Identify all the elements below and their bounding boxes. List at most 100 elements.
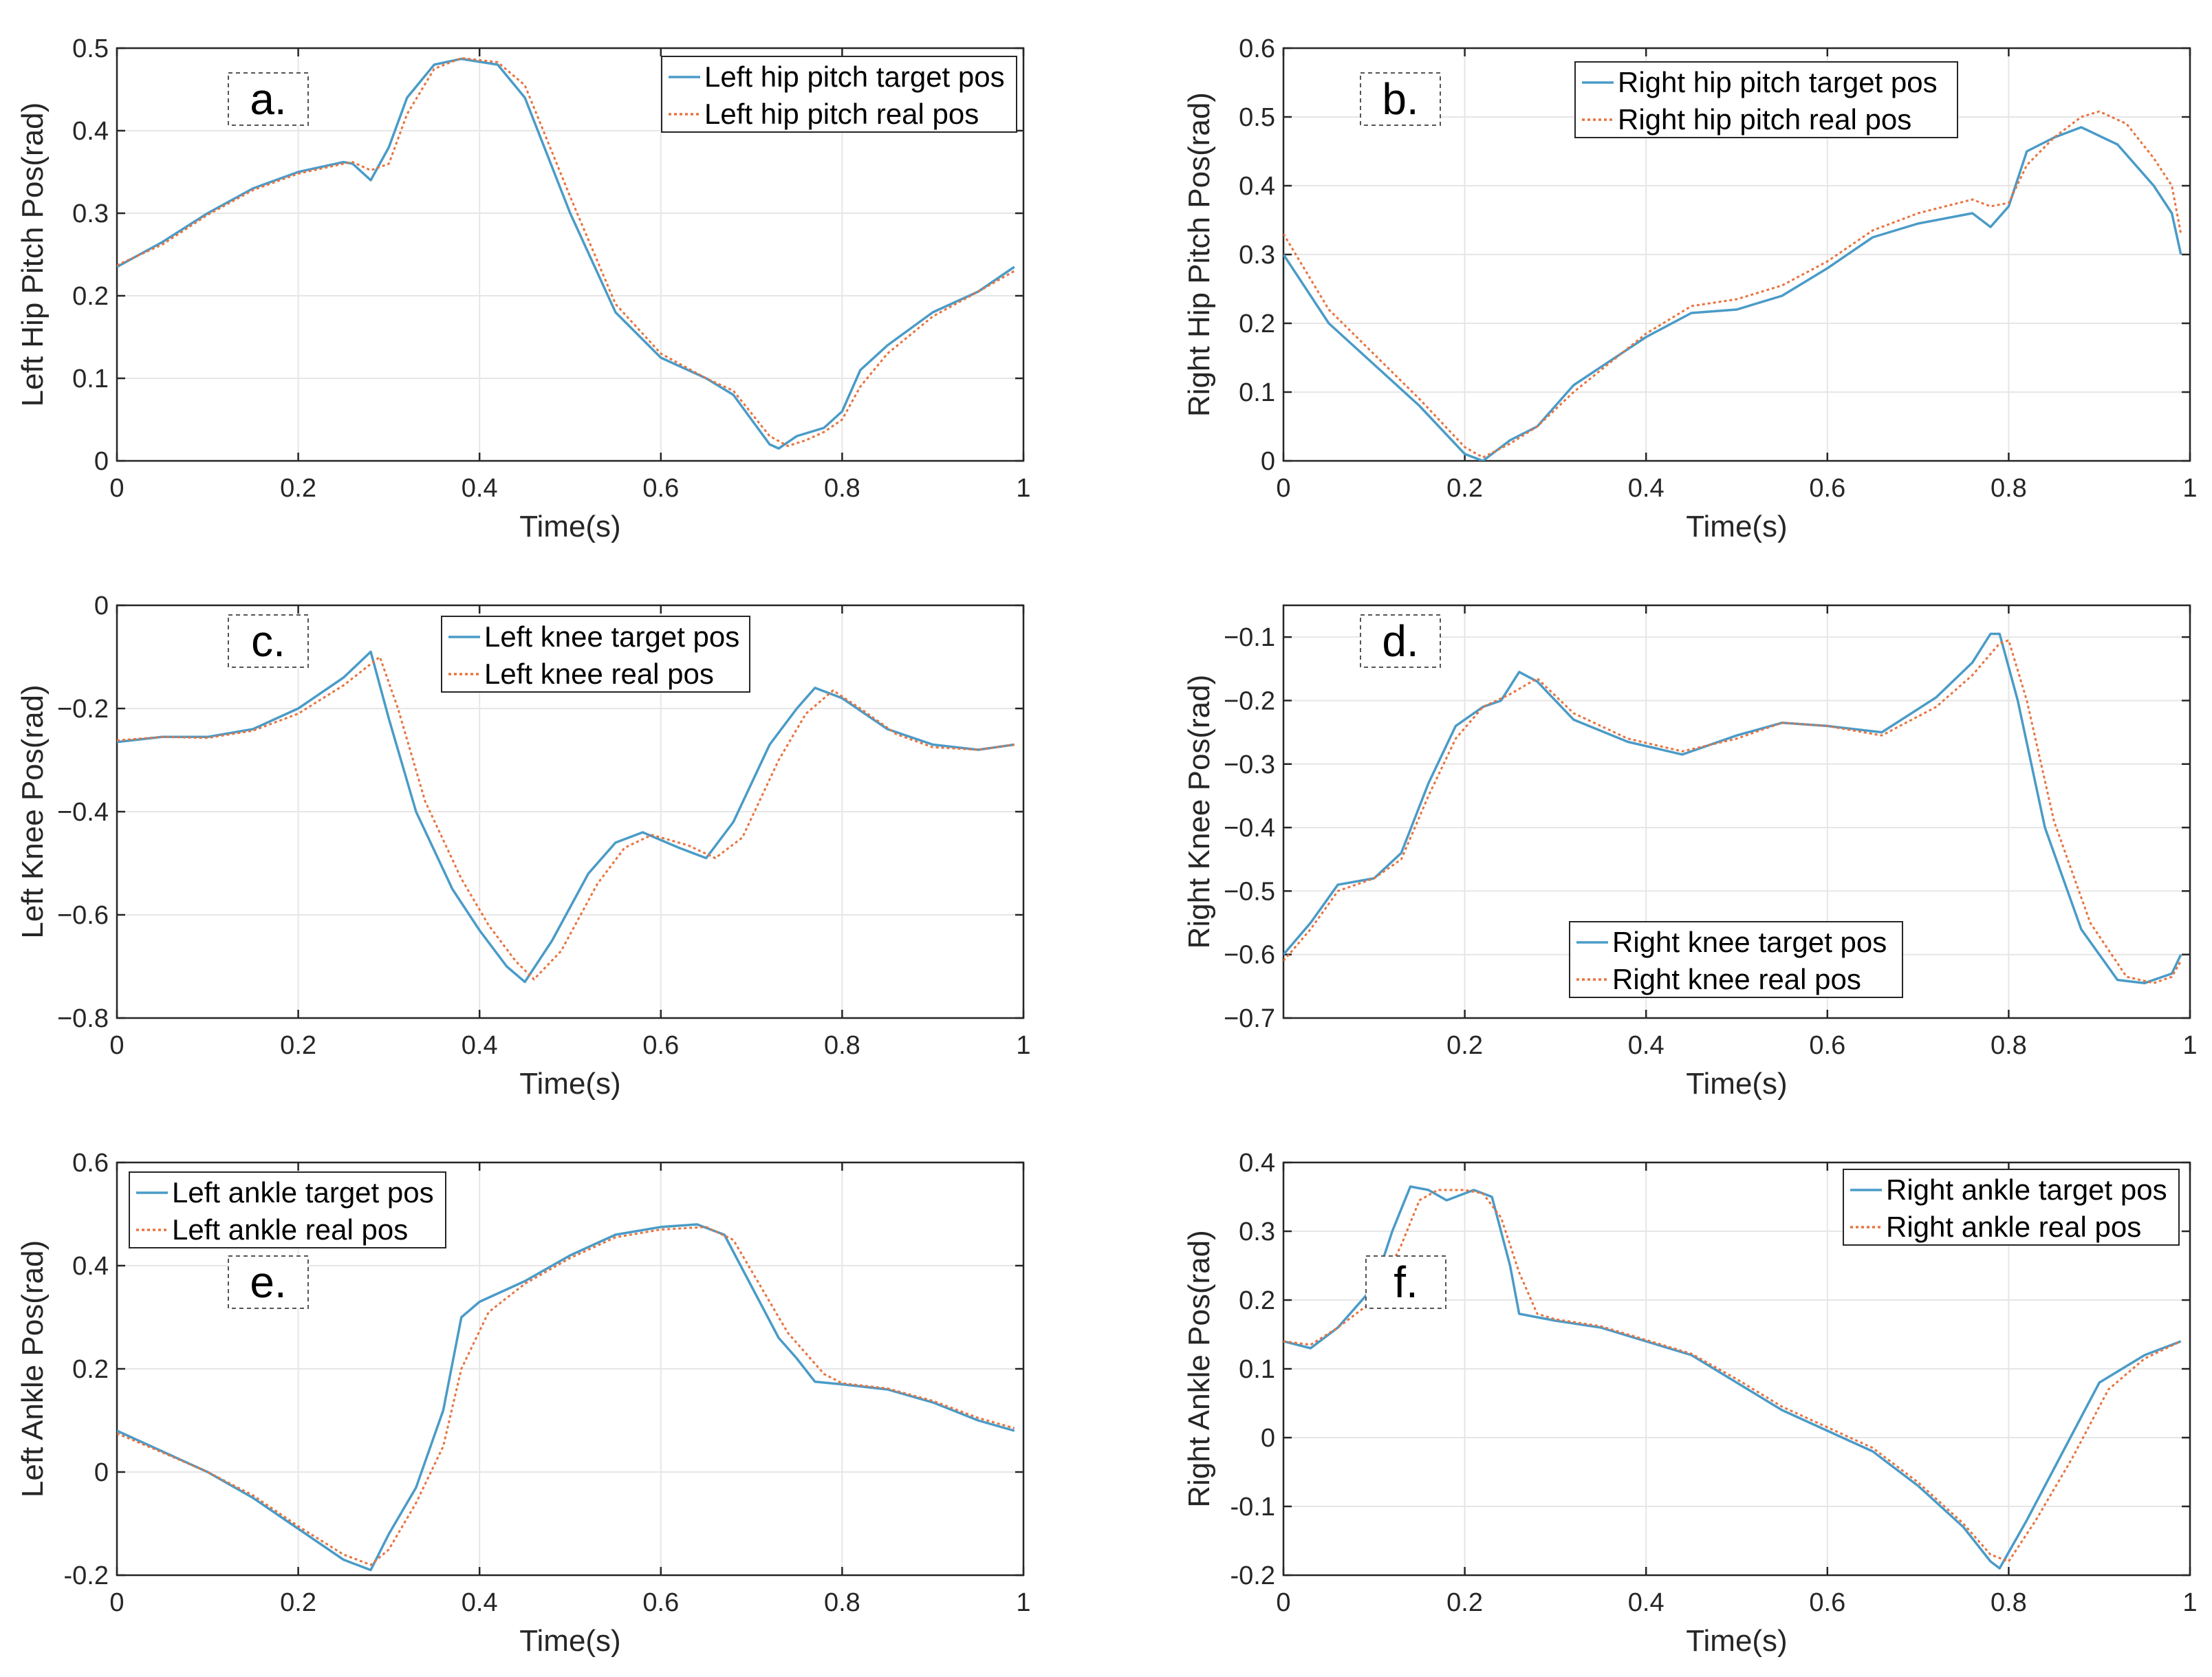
legend-entry-label: Left knee real pos — [484, 658, 714, 690]
legend: Right ankle target pos Right ankle real p… — [1843, 1169, 2180, 1246]
panel-a: 0 0.2 0.4 0.6 0.8 1 0 0.1 0.2 0.3 0.4 0.5 Time(s) Lef… — [16, 34, 1031, 543]
y-axis-label: Right Hip Pitch Pos(rad) — [1182, 92, 1216, 417]
x-tick-label: 1 — [2182, 1588, 2197, 1617]
legend-box — [661, 56, 1017, 133]
y-tick-label: 0.5 — [1239, 103, 1275, 132]
x-tick-label: 0.8 — [1991, 1031, 2027, 1060]
y-tick-label: 0.6 — [1239, 34, 1275, 63]
x-tick-label: 0.2 — [1446, 1031, 1483, 1060]
x-tick-label: 0.4 — [1628, 474, 1665, 503]
legend-box — [1843, 1169, 2180, 1246]
panel-tag-box — [1360, 72, 1441, 126]
x-tick-label: 0.2 — [280, 474, 316, 503]
x-tick-label: 0.6 — [642, 1031, 679, 1060]
axes-box — [116, 47, 1025, 462]
y-tick-label: −0.2 — [1224, 686, 1275, 715]
y-tick-label: 0.4 — [72, 117, 109, 146]
target-series-line — [1283, 1185, 2182, 1570]
y-tick-label: 0.3 — [72, 199, 109, 228]
y-tick-label: -0.2 — [64, 1561, 109, 1590]
panel-tag: e. — [228, 1255, 309, 1309]
x-tick-label: 1 — [1016, 1031, 1030, 1060]
x-axis-label: Time(s) — [519, 510, 620, 543]
panel-tag-label: c. — [251, 616, 285, 666]
y-tick-label: −0.2 — [57, 695, 109, 724]
legend-entry-label: Left hip pitch real pos — [704, 98, 979, 130]
target-series-line — [117, 650, 1015, 984]
x-tick-label: 0.4 — [462, 474, 498, 503]
x-tick-label: 0.8 — [824, 1588, 860, 1617]
y-tick-label: 0.4 — [72, 1252, 109, 1281]
x-tick-label: 0.4 — [1628, 1588, 1665, 1617]
y-tick-label: 0.5 — [72, 34, 109, 63]
y-tick-label: 0.4 — [1239, 172, 1275, 201]
y-tick-label: −0.4 — [1224, 814, 1275, 843]
target-series-line — [1283, 632, 2182, 984]
legend-entry-label: Left hip pitch target pos — [704, 61, 1005, 93]
panel-tag-label: e. — [250, 1257, 286, 1307]
y-tick-label: 0.2 — [72, 1355, 109, 1384]
y-tick-label: −0.5 — [1224, 877, 1275, 906]
y-tick-label: 0.2 — [1239, 1286, 1275, 1315]
panel-tag: d. — [1360, 614, 1441, 668]
panel-tag-label: f. — [1394, 1257, 1418, 1307]
x-tick-label: 0.6 — [642, 474, 679, 503]
legend-entry-label: Right hip pitch target pos — [1618, 66, 1938, 98]
y-tick-label: 0.1 — [72, 365, 109, 393]
axes-box — [1282, 604, 2191, 1019]
x-axis-label: Time(s) — [1686, 1067, 1787, 1101]
legend-box — [1569, 921, 1903, 998]
y-tick-label: 0.2 — [1239, 310, 1275, 338]
panel-tag-box — [228, 614, 309, 668]
x-tick-label: 0.6 — [1809, 474, 1845, 503]
legend-box — [1574, 61, 1958, 138]
y-axis-label: Right Knee Pos(rad) — [1182, 675, 1216, 949]
y-tick-label: 0.2 — [72, 282, 109, 311]
panel-tag-box — [1365, 1255, 1446, 1309]
legend-entry-label: Left ankle real pos — [172, 1213, 408, 1246]
legend: Right hip pitch target pos Right hip pitc… — [1574, 61, 1958, 138]
y-tick-label: -0.2 — [1230, 1561, 1275, 1590]
y-tick-label: 0.6 — [72, 1149, 109, 1178]
legend: Left knee target pos Left knee real pos — [441, 616, 750, 693]
panel-f: 0 0.2 0.4 0.6 0.8 1 -0.2 -0.1 0 0.1 0.2 0.3 0.4 Time(… — [1182, 1149, 2198, 1658]
legend-entry-label: Left ankle target pos — [172, 1176, 434, 1209]
panel-b: 0 0.2 0.4 0.6 0.8 1 0 0.1 0.2 0.3 0.4 0.5 0.6 Time(s)… — [1182, 34, 2198, 543]
target-series-line — [117, 1223, 1015, 1572]
x-axis-label: Time(s) — [519, 1624, 620, 1658]
x-tick-label: 0.4 — [462, 1588, 498, 1617]
y-tick-label: −0.3 — [1224, 750, 1275, 779]
legend: Left ankle target pos Left ankle real pos — [129, 1171, 446, 1248]
x-tick-label: 0.2 — [280, 1031, 316, 1060]
y-tick-label: 0 — [94, 592, 109, 620]
y-tick-label: 0 — [1261, 447, 1275, 476]
panel-tag: c. — [228, 614, 309, 668]
legend: Left hip pitch target pos Left hip pitch … — [661, 56, 1017, 133]
x-axis-label: Time(s) — [1686, 1624, 1787, 1658]
panel-tag-label: d. — [1382, 616, 1418, 666]
target-series-line — [117, 57, 1015, 450]
real-series-line — [1283, 110, 2182, 459]
x-tick-label: 0 — [1276, 474, 1290, 503]
y-tick-label: 0 — [94, 1458, 109, 1487]
legend-entry-label: Left knee target pos — [484, 620, 739, 653]
x-tick-label: 1 — [1016, 474, 1030, 503]
y-tick-label: -0.1 — [1230, 1493, 1275, 1522]
legend-box — [441, 616, 750, 693]
y-tick-label: −0.7 — [1224, 1004, 1275, 1033]
x-tick-label: 0.2 — [280, 1588, 316, 1617]
y-axis-label: Right Ankle Pos(rad) — [1182, 1230, 1216, 1508]
x-tick-label: 0.2 — [1446, 474, 1483, 503]
legend-entry-label: Right knee real pos — [1612, 963, 1861, 995]
panel-e: 0 0.2 0.4 0.6 0.8 1-0.200.20.40.6Time(s)Left … — [16, 1149, 1031, 1658]
panel-tag-box — [228, 72, 309, 126]
panel-d: 0.2 0.4 0.6 0.8 1 −0.7 −0.6 −0.5 −0.4 −0.3 −0.2 −0.… — [1182, 604, 2198, 1101]
legend-box — [129, 1171, 446, 1248]
panel-tag: a. — [228, 72, 309, 126]
x-tick-label: 0.4 — [1628, 1031, 1665, 1060]
x-tick-label: 1 — [2182, 474, 2197, 503]
x-axis-label: Time(s) — [1686, 510, 1787, 543]
y-axis-label: Left Ankle Pos(rad) — [16, 1240, 50, 1497]
x-tick-label: 0.2 — [1446, 1588, 1483, 1617]
